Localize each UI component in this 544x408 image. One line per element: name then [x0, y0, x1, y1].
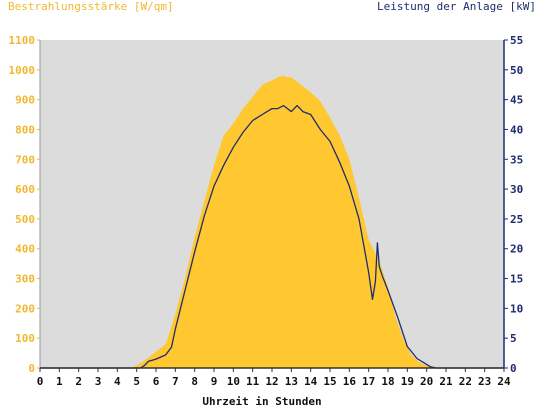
x-tick-label: 16 — [343, 375, 357, 388]
x-tick-label: 24 — [497, 375, 511, 388]
y-left-tick-label: 100 — [15, 332, 35, 345]
x-tick-label: 7 — [172, 375, 179, 388]
data-marks — [40, 75, 504, 369]
y-right-tick-label: 5 — [510, 332, 517, 345]
x-tick-label: 3 — [95, 375, 102, 388]
x-tick-label: 15 — [323, 375, 336, 388]
y-left-tick-label: 300 — [15, 273, 35, 286]
x-tick-label: 0 — [37, 375, 44, 388]
y-right-tick-label: 45 — [510, 94, 523, 107]
y-right-tick-label: 40 — [510, 123, 523, 136]
y-right-tick-label: 20 — [510, 243, 523, 256]
x-tick-label: 4 — [114, 375, 121, 388]
axes: 0100200300400500600700800900100011000510… — [9, 34, 524, 388]
y-right-tick-label: 30 — [510, 183, 523, 196]
x-axis-title: Uhrzeit in Stunden — [202, 395, 321, 408]
right-axis-title: Leistung der Anlage [kW] — [377, 0, 536, 13]
x-tick-label: 14 — [304, 375, 318, 388]
y-right-tick-label: 0 — [510, 362, 517, 375]
x-tick-label: 1 — [56, 375, 63, 388]
y-right-tick-label: 55 — [510, 34, 523, 47]
y-left-tick-label: 600 — [15, 183, 35, 196]
y-left-tick-label: 900 — [15, 94, 35, 107]
y-left-tick-label: 400 — [15, 243, 35, 256]
x-tick-label: 6 — [153, 375, 160, 388]
y-right-tick-label: 35 — [510, 153, 523, 166]
y-left-tick-label: 700 — [15, 153, 35, 166]
x-tick-label: 10 — [227, 375, 240, 388]
x-tick-label: 5 — [133, 375, 140, 388]
x-tick-label: 12 — [265, 375, 278, 388]
y-right-tick-label: 25 — [510, 213, 523, 226]
x-tick-label: 22 — [459, 375, 472, 388]
y-left-tick-label: 0 — [28, 362, 35, 375]
y-right-tick-label: 15 — [510, 273, 523, 286]
x-tick-label: 8 — [191, 375, 198, 388]
power-line — [40, 104, 504, 369]
x-tick-label: 2 — [75, 375, 82, 388]
y-left-tick-label: 1000 — [9, 64, 36, 77]
x-tick-label: 9 — [211, 375, 218, 388]
x-tick-label: 11 — [246, 375, 260, 388]
x-tick-label: 17 — [362, 375, 375, 388]
x-tick-label: 23 — [478, 375, 491, 388]
x-tick-label: 19 — [401, 375, 414, 388]
y-right-tick-label: 10 — [510, 302, 523, 315]
x-tick-label: 18 — [381, 375, 394, 388]
y-left-tick-label: 1100 — [9, 34, 36, 47]
y-left-tick-label: 500 — [15, 213, 35, 226]
y-left-tick-label: 200 — [15, 302, 35, 315]
irradiance-area — [40, 75, 504, 369]
left-axis-title: Bestrahlungsstärke [W/qm] — [8, 0, 174, 13]
x-tick-label: 20 — [420, 375, 433, 388]
x-tick-label: 21 — [439, 375, 453, 388]
y-right-tick-label: 50 — [510, 64, 523, 77]
y-left-tick-label: 800 — [15, 123, 35, 136]
x-tick-label: 13 — [285, 375, 298, 388]
